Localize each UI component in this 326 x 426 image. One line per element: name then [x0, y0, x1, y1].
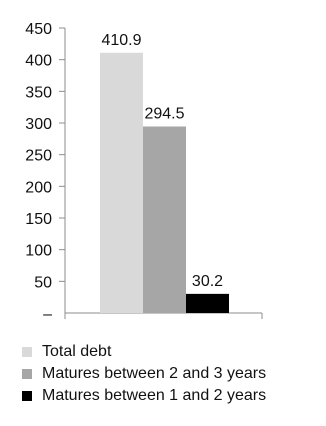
data-labels: 410.9 294.5 30.2 — [101, 32, 223, 290]
y-tick-label: 250 — [25, 148, 52, 165]
legend-item: Matures between 2 and 3 years — [22, 363, 322, 385]
y-tick-label: 100 — [25, 243, 52, 260]
y-axis: – 50 100 150 200 250 300 350 400 450 — [25, 21, 66, 323]
data-label: 294.5 — [144, 105, 184, 122]
y-tick-label: 200 — [25, 179, 52, 196]
legend-item: Total debt — [22, 341, 322, 363]
legend-label: Total debt — [42, 343, 112, 360]
legend-item: Matures between 1 and 2 years — [22, 385, 322, 407]
legend-swatch — [22, 391, 32, 401]
legend-label: Matures between 2 and 3 years — [42, 365, 267, 382]
data-label: 410.9 — [101, 32, 141, 49]
bar — [143, 126, 186, 313]
bar — [100, 52, 143, 313]
legend-label: Matures between 1 and 2 years — [42, 387, 267, 404]
legend: Total debt Matures between 2 and 3 years… — [22, 341, 322, 407]
y-tick-label: 300 — [25, 116, 52, 133]
y-tick-label: – — [43, 306, 52, 323]
y-tick-label: 450 — [25, 21, 52, 38]
x-axis — [64, 312, 263, 319]
y-tick-label: 150 — [25, 211, 52, 228]
legend-swatch — [22, 369, 32, 379]
data-label: 30.2 — [192, 273, 223, 290]
bars — [100, 52, 229, 313]
y-tick-label: 350 — [25, 84, 52, 101]
y-tick-label: 400 — [25, 53, 52, 70]
y-tick-label: 50 — [34, 274, 52, 291]
legend-swatch — [22, 347, 32, 357]
bar — [186, 293, 229, 313]
